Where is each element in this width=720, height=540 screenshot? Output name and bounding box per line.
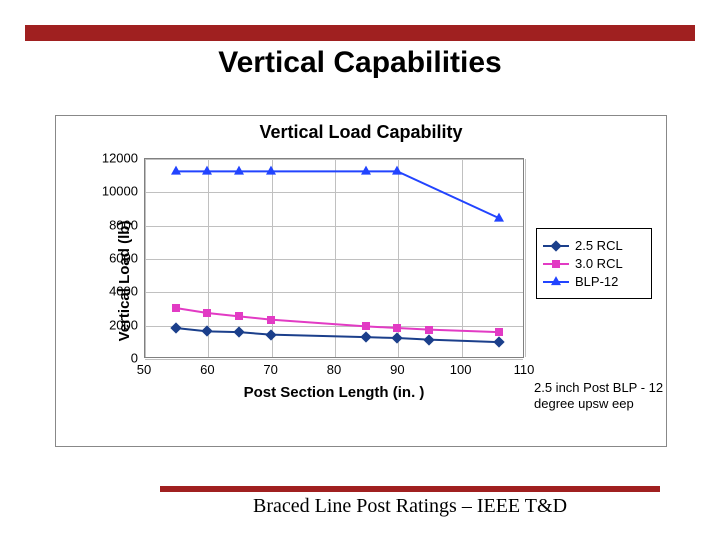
series-line xyxy=(176,308,499,332)
triangle-marker xyxy=(202,166,212,175)
legend: 2.5 RCL 3.0 RCL BLP-12 xyxy=(536,228,652,299)
footer-text: Braced Line Post Ratings – IEEE T&D xyxy=(160,495,660,518)
square-marker xyxy=(425,326,433,334)
square-marker xyxy=(393,324,401,332)
square-marker xyxy=(172,304,180,312)
x-tick-label: 100 xyxy=(450,358,472,377)
chart-note: 2.5 inch Post BLP - 12 degree upsw eep xyxy=(534,380,664,411)
legend-item: 2.5 RCL xyxy=(543,238,645,253)
triangle-icon xyxy=(551,276,561,285)
y-tick-label: 6000 xyxy=(109,251,144,266)
square-marker xyxy=(235,312,243,320)
square-marker xyxy=(267,316,275,324)
triangle-marker xyxy=(234,166,244,175)
triangle-marker xyxy=(171,166,181,175)
y-tick-label: 2000 xyxy=(109,317,144,332)
legend-swatch xyxy=(543,258,569,270)
plot-svg xyxy=(144,158,524,358)
legend-label: 3.0 RCL xyxy=(575,256,623,271)
square-marker xyxy=(362,322,370,330)
y-tick-label: 10000 xyxy=(102,184,144,199)
legend-label: 2.5 RCL xyxy=(575,238,623,253)
legend-label: BLP-12 xyxy=(575,274,618,289)
square-icon xyxy=(552,260,560,268)
grid-line xyxy=(525,159,526,357)
square-marker xyxy=(203,309,211,317)
diamond-icon xyxy=(550,240,561,251)
x-tick-label: 80 xyxy=(327,358,341,377)
x-tick-label: 60 xyxy=(200,358,214,377)
legend-swatch xyxy=(543,240,569,252)
legend-swatch xyxy=(543,276,569,288)
chart-title: Vertical Load Capability xyxy=(56,122,666,143)
bottom-title-bar xyxy=(160,486,660,492)
series-line xyxy=(176,171,499,218)
y-tick-label: 8000 xyxy=(109,217,144,232)
square-marker xyxy=(495,328,503,336)
x-tick-label: 70 xyxy=(263,358,277,377)
triangle-marker xyxy=(494,213,504,222)
chart-container: Vertical Load Capability Vertical Load (… xyxy=(55,115,667,447)
triangle-marker xyxy=(266,166,276,175)
x-axis-label: Post Section Length (in. ) xyxy=(144,384,524,401)
triangle-marker xyxy=(392,166,402,175)
x-tick-label: 50 xyxy=(137,358,151,377)
legend-item: 3.0 RCL xyxy=(543,256,645,271)
y-tick-label: 4000 xyxy=(109,284,144,299)
top-title-bar xyxy=(25,25,695,41)
x-tick-label: 110 xyxy=(514,358,535,377)
triangle-marker xyxy=(361,166,371,175)
slide-title: Vertical Capabilities xyxy=(0,46,720,80)
slide: Vertical Capabilities Vertical Load Capa… xyxy=(0,0,720,540)
y-tick-label: 12000 xyxy=(102,151,144,166)
legend-item: BLP-12 xyxy=(543,274,645,289)
plot-area: 0200040006000800010000120005060708090100… xyxy=(144,158,524,358)
x-tick-label: 90 xyxy=(390,358,404,377)
